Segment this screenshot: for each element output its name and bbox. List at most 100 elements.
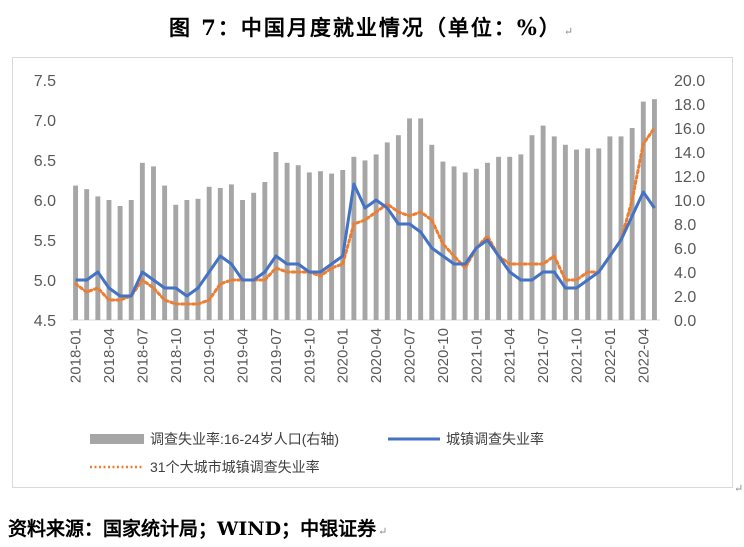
x-axis-tick-label: 2021-01 [468,328,485,383]
x-axis-tick-label: 2022-01 [602,328,619,383]
bar-youth-unemployment [329,173,335,320]
right-axis-tick-label: 0.0 [674,313,696,330]
bar-youth-unemployment [651,99,657,320]
bar-youth-unemployment [273,152,279,320]
figure-title-text: 图 7：中国月度就业情况（单位：%） [168,15,562,40]
x-axis-tick-label: 2020-01 [335,328,352,383]
bar-youth-unemployment [518,154,524,320]
right-axis-tick-label: 20.0 [674,73,705,90]
bar-youth-unemployment [84,189,90,320]
x-axis-tick-label: 2019-01 [201,328,218,383]
legend-label-urban: 城镇调查失业率 [446,431,544,447]
bar-youth-unemployment [262,182,268,320]
right-axis-tick-label: 18.0 [674,97,705,114]
bar-youth-unemployment [373,154,379,320]
legend-label-bar: 调查失业率:16-24岁人口(右轴) [150,431,339,447]
bar-youth-unemployment [251,192,257,320]
bar-youth-unemployment [206,186,212,320]
x-axis-tick-label: 2018-07 [134,328,151,383]
bar-youth-unemployment [318,171,323,320]
x-axis-tick-label: 2020-10 [435,328,452,383]
bar-youth-unemployment [151,166,156,320]
x-axis-tick-label: 2019-10 [301,328,318,383]
right-axis-tick-label: 2.0 [674,289,696,306]
bar-youth-unemployment [162,185,168,320]
x-axis-tick-label: 2018-10 [168,328,185,383]
x-axis-tick-label: 2020-04 [368,328,385,383]
right-axis-tick-label: 10.0 [674,193,705,210]
left-axis-tick-label: 7.0 [34,113,56,130]
bar-youth-unemployment [562,144,568,320]
bar-youth-unemployment [384,142,390,320]
bar-youth-unemployment [351,156,357,320]
bar-youth-unemployment [139,162,145,320]
bar-youth-unemployment [585,148,591,320]
bar-youth-unemployment [128,200,134,320]
source-line: 资料来源：国家统计局；WIND；中银证券 ↵ [8,514,387,541]
bar-youth-unemployment [407,118,412,321]
left-axis-tick-label: 5.5 [34,233,56,250]
bar-youth-unemployment [551,136,557,320]
paragraph-mark: ↵ [563,25,576,38]
line-urban-unemployment [75,182,656,298]
chart-frame [12,57,733,488]
left-axis-tick-label: 6.0 [34,193,56,210]
bar-youth-unemployment [217,188,223,320]
bar-youth-unemployment [240,200,245,320]
bar-youth-unemployment [284,162,290,320]
bar-youth-unemployment [195,198,201,320]
bar-youth-unemployment [574,149,579,320]
source-text: 资料来源：国家统计局；WIND；中银证券 [8,518,377,540]
bar-youth-unemployment [429,144,435,320]
bar-youth-unemployment [184,200,190,320]
x-axis-tick-label: 2019-04 [235,328,252,383]
bar-youth-unemployment [173,204,179,320]
bar-youth-unemployment [507,156,513,320]
x-axis-tick-label: 2021-04 [502,328,519,383]
bar-youth-unemployment [295,165,301,320]
bar-youth-unemployment [618,136,624,320]
bar-youth-unemployment [95,196,101,320]
figure-title: 图 7：中国月度就业情况（单位：%） ↵ [0,12,744,42]
bar-youth-unemployment [451,166,457,320]
x-axis-tick-label: 2018-04 [101,328,118,383]
bar-youth-unemployment [117,206,123,320]
legend-label-31-cities: 31个大城市城镇调查失业率 [150,459,320,475]
line-31-cities-unemployment [74,126,656,306]
bar-youth-unemployment [395,135,401,320]
left-axis-tick-label: 6.5 [34,153,56,170]
right-axis-tick-label: 14.0 [674,145,705,162]
left-axis-tick-label: 5.0 [34,273,56,290]
bar-youth-unemployment [106,200,112,320]
bar-youth-unemployment [496,156,502,320]
bar-youth-unemployment [640,101,646,320]
bar-youth-unemployment [306,172,312,320]
x-axis-tick-label: 2021-07 [535,328,552,383]
x-axis-tick-label: 2018-01 [68,328,85,383]
right-axis-tick-label: 8.0 [674,217,696,234]
source-paragraph-mark: ↵ [378,525,388,538]
left-axis-tick-label: 4.5 [34,313,56,330]
bar-youth-unemployment [607,136,613,320]
x-axis-tick-label: 2020-07 [402,328,419,383]
right-axis-tick-label: 6.0 [674,241,696,258]
bar-youth-unemployment [362,160,368,320]
right-axis-tick-label: 16.0 [674,121,705,138]
bar-youth-unemployment [462,172,468,320]
x-axis-tick-label: 2021-10 [569,328,586,383]
bar-youth-unemployment [340,170,346,320]
x-axis-tick-label: 2022-04 [635,328,652,383]
right-axis-tick-label: 4.0 [674,265,696,282]
bar-youth-unemployment [629,128,635,320]
bar-youth-unemployment [596,148,602,320]
x-axis-tick-label: 2019-07 [268,328,285,383]
paragraph-mark-corner: ↵ [734,482,744,495]
bar-youth-unemployment [228,184,234,320]
bar-youth-unemployment [73,185,79,320]
right-axis-tick-label: 12.0 [674,169,705,186]
bar-youth-unemployment [418,118,424,321]
bar-youth-unemployment [540,125,546,320]
bar-youth-unemployment [529,135,535,320]
legend-swatch-bar [90,434,144,444]
